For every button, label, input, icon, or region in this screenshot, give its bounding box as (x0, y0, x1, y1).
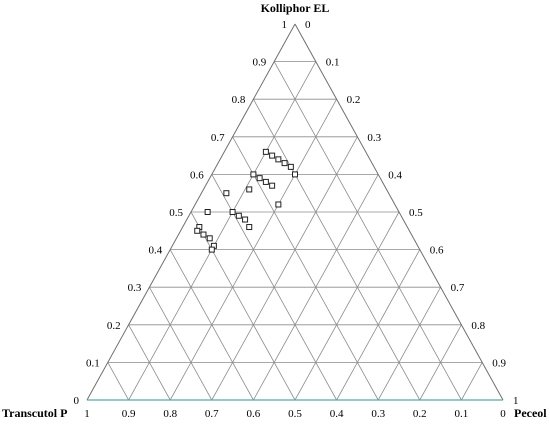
tick-label-right: 0.9 (492, 357, 506, 369)
tick-label-bottom: 0.2 (413, 408, 427, 420)
tick-label-right: 1 (513, 395, 519, 407)
tick-label-left: 0.9 (252, 57, 266, 69)
data-point (246, 186, 253, 193)
vertex-label-kolliphor: Kolliphor EL (261, 1, 330, 15)
tick-label-left: 0 (74, 395, 80, 407)
data-point (256, 175, 263, 182)
grid-line-transcutol (128, 324, 171, 401)
grid-line-peceol (128, 61, 317, 401)
grid-line-peceol (419, 324, 462, 401)
vertex-label-transcutol: Transcutol P (2, 406, 67, 420)
tick-label-bottom: 0.7 (205, 408, 219, 420)
tick-labels: 00.10.20.30.40.50.60.70.80.91 00.10.20.30… (74, 19, 519, 420)
data-point (250, 171, 257, 178)
grid-lines (107, 61, 483, 401)
triangle-edges (86, 23, 504, 401)
vertex-label-peceol: Peceol (514, 406, 547, 420)
tick-label-right: 0.8 (471, 320, 485, 332)
data-point (262, 178, 269, 185)
tick-label-bottom: 0.8 (163, 408, 177, 420)
tick-label-right: 0.4 (388, 169, 402, 181)
data-point (269, 182, 276, 189)
grid-line-peceol (461, 362, 483, 401)
tick-label-left: 0.5 (169, 207, 183, 219)
tick-label-bottom: 0.4 (330, 408, 344, 420)
data-point (200, 231, 207, 238)
tick-label-bottom: 0.9 (122, 408, 136, 420)
tick-label-right: 0.6 (430, 245, 444, 257)
tick-label-left: 0.4 (148, 245, 162, 257)
tick-label-bottom: 0.1 (455, 408, 469, 420)
tick-label-bottom: 0.3 (371, 408, 385, 420)
data-point (275, 156, 282, 163)
data-point (262, 148, 269, 155)
tick-label-right: 0.3 (367, 132, 381, 144)
data-points (194, 148, 298, 253)
tick-label-left: 0.2 (107, 320, 121, 332)
grid-line-peceol (336, 249, 421, 401)
tick-label-bottom: 0 (500, 408, 506, 420)
tick-label-left: 0.8 (232, 94, 246, 106)
data-point (292, 171, 298, 178)
data-point (229, 209, 236, 215)
tick-label-left: 0.6 (190, 169, 204, 181)
tick-label-right: 0.7 (451, 282, 465, 294)
tick-label-bottom: 0.5 (288, 408, 302, 420)
grid-line-peceol (294, 211, 400, 401)
data-point (194, 227, 201, 234)
data-point (246, 224, 253, 231)
data-point (242, 216, 249, 223)
edge-right (294, 23, 504, 401)
tick-label-right: 0.1 (326, 57, 340, 69)
tick-label-left: 1 (282, 19, 288, 31)
grid-line-transcutol (273, 61, 462, 401)
data-point (269, 152, 276, 159)
grid-line-transcutol (169, 249, 254, 401)
data-point (204, 209, 211, 215)
tick-label-bottom: 1 (84, 408, 90, 420)
grid-line-transcutol (107, 362, 129, 401)
data-point (281, 160, 288, 167)
tick-label-left: 0.3 (128, 282, 142, 294)
tick-label-right: 0 (305, 19, 311, 31)
grid-line-peceol (211, 136, 358, 401)
data-point (275, 201, 282, 208)
tick-label-right: 0.2 (347, 94, 361, 106)
data-point (223, 190, 230, 197)
data-point (208, 246, 215, 253)
tick-label-left: 0.7 (211, 132, 225, 144)
data-point (287, 163, 294, 170)
grid-line-transcutol (149, 287, 213, 401)
data-point (235, 212, 242, 219)
grid-line-peceol (377, 287, 441, 401)
edge-left (86, 23, 296, 401)
tick-label-left: 0.1 (86, 357, 100, 369)
grid-line-transcutol (190, 211, 296, 401)
tick-label-right: 0.5 (409, 207, 423, 219)
data-point (206, 235, 213, 242)
tick-label-bottom: 0.6 (247, 408, 261, 420)
